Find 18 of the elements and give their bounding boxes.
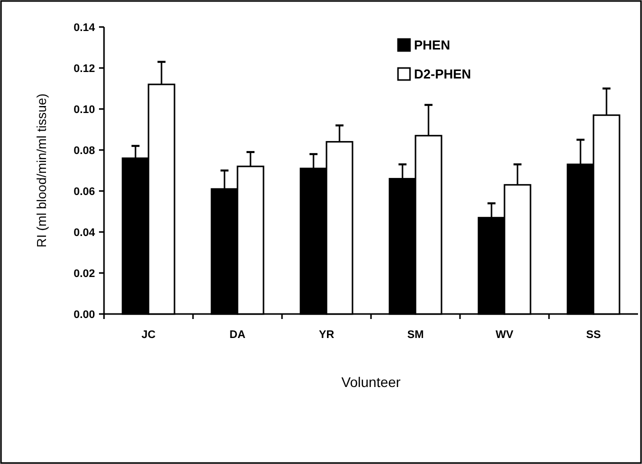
x-tick-label: YR bbox=[318, 329, 334, 341]
x-axis-title: Volunteer bbox=[341, 374, 401, 390]
y-tick-label: 0.06 bbox=[74, 186, 95, 198]
y-tick-label: 0.12 bbox=[74, 62, 95, 75]
x-tick-label: DA bbox=[230, 329, 246, 341]
legend-label: D2-PHEN bbox=[414, 66, 472, 82]
x-tick-label: SM bbox=[407, 329, 424, 341]
x-tick-label: WV bbox=[496, 329, 514, 341]
y-tick-label: 0.14 bbox=[74, 22, 96, 34]
y-tick-label: 0.02 bbox=[74, 268, 95, 280]
x-tick-label: SS bbox=[586, 329, 601, 341]
y-axis-title: RI (ml blood/min/ml tissue) bbox=[34, 94, 49, 248]
y-tick-label: 0.08 bbox=[74, 144, 95, 157]
text: 0.10 bbox=[74, 104, 95, 116]
y-tick-label: 0.04 bbox=[74, 226, 96, 239]
x-tick-label: JC bbox=[141, 329, 156, 341]
text: 0.00 bbox=[74, 308, 95, 321]
legend-label: PHEN bbox=[414, 38, 450, 53]
